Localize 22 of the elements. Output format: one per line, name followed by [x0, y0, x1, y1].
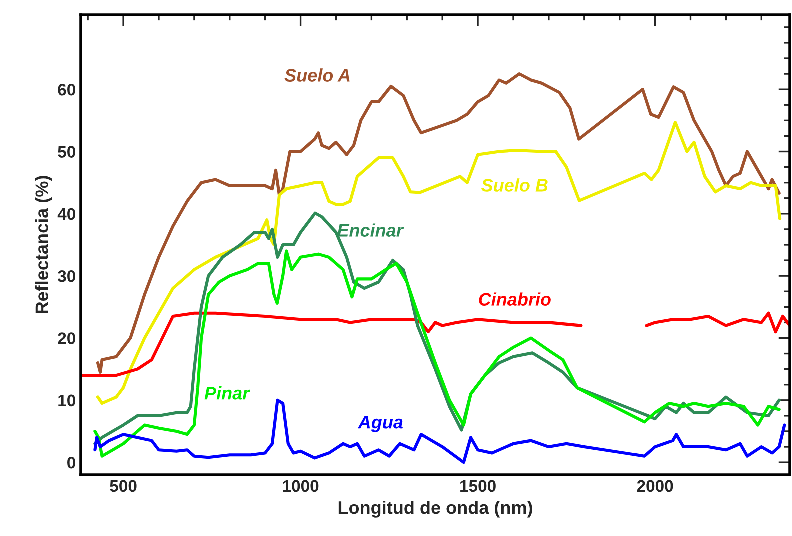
series-label: Encinar — [337, 224, 404, 237]
series-label: Agua — [358, 416, 403, 432]
series-label: Suelo A — [284, 68, 350, 82]
x-axis-title: Longitud de onda (nm) — [338, 500, 532, 518]
y-tick-label: 50 — [58, 146, 76, 158]
series-label: Cinabrio — [479, 292, 551, 306]
line-series — [96, 121, 782, 406]
x-tick-label: 500 — [110, 480, 137, 492]
x-tick-label: 1000 — [283, 480, 319, 492]
y-tick-label: 10 — [58, 394, 76, 407]
x-tick-label: 1500 — [460, 480, 496, 492]
y-axis-title: Reflectancia (%) — [35, 176, 52, 314]
y-tick-label: 30 — [58, 270, 76, 282]
series-label: Suelo B — [482, 178, 548, 192]
y-tick-label: 0 — [68, 456, 76, 469]
y-tick-label: 60 — [58, 84, 76, 96]
y-tick-label: 20 — [58, 332, 76, 344]
series-label: Pinar — [204, 386, 250, 400]
x-tick-label: 2000 — [637, 480, 674, 492]
line-series — [94, 250, 781, 458]
y-tick-label: 40 — [58, 208, 76, 220]
line-series — [94, 398, 786, 464]
